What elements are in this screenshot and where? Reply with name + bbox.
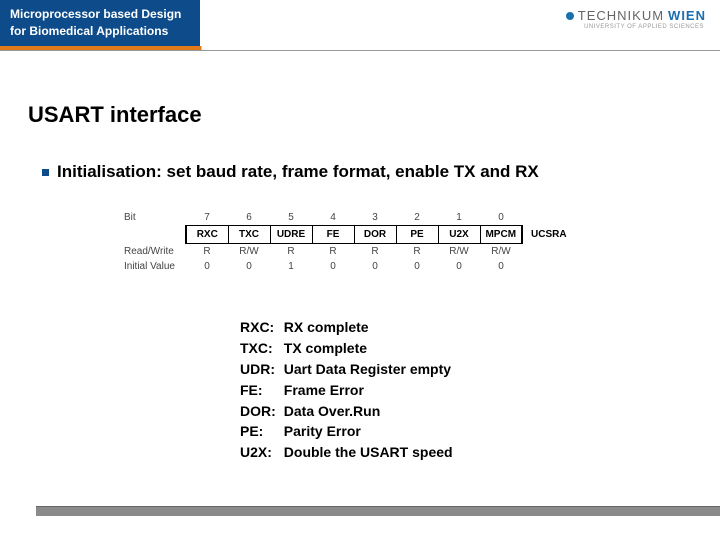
rw: R: [270, 244, 312, 260]
def-val: Frame Error: [284, 381, 453, 400]
def-val: Double the USART speed: [284, 443, 453, 462]
bitname: FE: [312, 226, 354, 244]
def-key: PE:: [240, 422, 282, 441]
logo-text-2: WIEN: [668, 8, 706, 23]
def-key: FE:: [240, 381, 282, 400]
def-key: TXC:: [240, 339, 282, 358]
bullet-text: Initialisation: set baud rate, frame for…: [57, 162, 539, 182]
table-row: Bit 7 6 5 4 3 2 1 0: [124, 210, 567, 226]
bitnum: 2: [396, 210, 438, 226]
row-label-init: Initial Value: [124, 259, 186, 274]
row-label-bit: Bit: [124, 210, 186, 226]
bitname: DOR: [354, 226, 396, 244]
rw: R: [312, 244, 354, 260]
rw: R: [396, 244, 438, 260]
bitnum: 4: [312, 210, 354, 226]
rw: R: [186, 244, 228, 260]
def-key: U2X:: [240, 443, 282, 462]
bitname: U2X: [438, 226, 480, 244]
bitnum: 5: [270, 210, 312, 226]
definitions-list: RXC:RX complete TXC:TX complete UDR:Uart…: [238, 316, 455, 464]
logo-subtitle: UNIVERSITY OF APPLIED SCIENCES: [584, 24, 704, 30]
table-row: RXC TXC UDRE FE DOR PE U2X MPCM UCSRA: [124, 226, 567, 244]
list-item: PE:Parity Error: [240, 422, 453, 441]
init: 1: [270, 259, 312, 274]
register-table: Bit 7 6 5 4 3 2 1 0 RXC TXC UDRE FE DOR …: [124, 210, 567, 274]
bitnum: 7: [186, 210, 228, 226]
init: 0: [396, 259, 438, 274]
list-item: U2X:Double the USART speed: [240, 443, 453, 462]
slide-header: Microprocessor based Design for Biomedic…: [0, 0, 720, 58]
logo: TECHNIKUM WIEN: [566, 8, 706, 23]
rw: R/W: [438, 244, 480, 260]
bitname: RXC: [186, 226, 228, 244]
table-row: Initial Value 0 0 1 0 0 0 0 0: [124, 259, 567, 274]
def-key: UDR:: [240, 360, 282, 379]
list-item: RXC:RX complete: [240, 318, 453, 337]
list-item: UDR:Uart Data Register empty: [240, 360, 453, 379]
list-item: FE:Frame Error: [240, 381, 453, 400]
row-label-rw: Read/Write: [124, 244, 186, 260]
bitnum: 6: [228, 210, 270, 226]
footer-bar: [36, 506, 720, 516]
bullet-item: Initialisation: set baud rate, frame for…: [42, 162, 692, 182]
page-title: USART interface: [28, 102, 692, 128]
def-val: TX complete: [284, 339, 453, 358]
bitname: TXC: [228, 226, 270, 244]
header-title-block: Microprocessor based Design for Biomedic…: [0, 0, 200, 46]
def-val: Parity Error: [284, 422, 453, 441]
init: 0: [480, 259, 522, 274]
bitname: MPCM: [480, 226, 522, 244]
header-line-1: Microprocessor based Design: [10, 6, 190, 23]
def-key: RXC:: [240, 318, 282, 337]
bullet-icon: [42, 169, 49, 176]
def-val: Data Over.Run: [284, 402, 453, 421]
slide-content: USART interface Initialisation: set baud…: [0, 58, 720, 464]
list-item: DOR:Data Over.Run: [240, 402, 453, 421]
init: 0: [312, 259, 354, 274]
logo-text-1: TECHNIKUM: [578, 8, 664, 23]
bitname: UDRE: [270, 226, 312, 244]
bitnum: 1: [438, 210, 480, 226]
register-name: UCSRA: [522, 226, 567, 244]
header-divider: [0, 46, 720, 51]
def-val: Uart Data Register empty: [284, 360, 453, 379]
rw: R/W: [480, 244, 522, 260]
init: 0: [438, 259, 480, 274]
rw: R/W: [228, 244, 270, 260]
list-item: TXC:TX complete: [240, 339, 453, 358]
init: 0: [354, 259, 396, 274]
init: 0: [228, 259, 270, 274]
init: 0: [186, 259, 228, 274]
header-line-2: for Biomedical Applications: [10, 23, 190, 40]
logo-dot-icon: [566, 12, 574, 20]
def-val: RX complete: [284, 318, 453, 337]
bitnum: 3: [354, 210, 396, 226]
table-row: Read/Write R R/W R R R R R/W R/W: [124, 244, 567, 260]
bitnum: 0: [480, 210, 522, 226]
bitname: PE: [396, 226, 438, 244]
def-key: DOR:: [240, 402, 282, 421]
rw: R: [354, 244, 396, 260]
